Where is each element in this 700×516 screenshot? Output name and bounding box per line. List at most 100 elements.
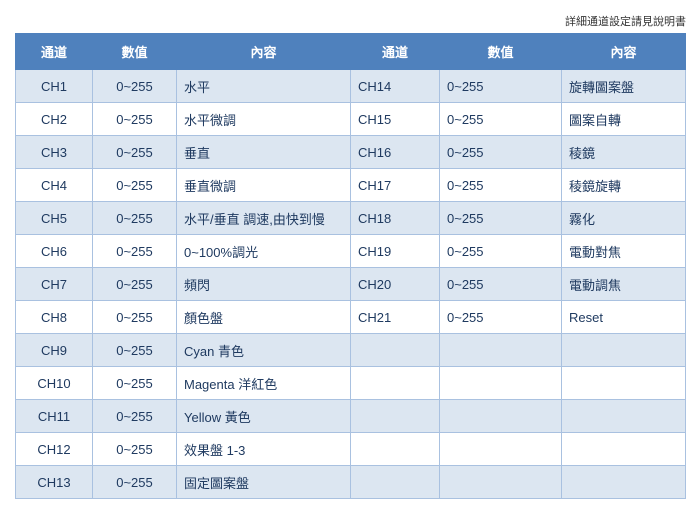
cell-content: 霧化 [561, 201, 686, 235]
cell-channel: CH11 [15, 399, 93, 433]
cell-content: 垂直 [176, 135, 351, 169]
cell-channel: CH8 [15, 300, 93, 334]
cell-value: 0~255 [439, 168, 562, 202]
cell-channel: CH1 [15, 69, 93, 103]
cell-value: 0~255 [92, 267, 177, 301]
header-content: 內容 [176, 33, 351, 70]
cell-content: 水平 [176, 69, 351, 103]
cell-channel: CH14 [350, 69, 440, 103]
cell-channel: CH19 [350, 234, 440, 268]
cell-channel [350, 465, 440, 499]
table-row: CH3 0~255 垂直 CH16 0~255 稜鏡 [15, 135, 686, 169]
header-row: 通道 數值 內容 通道 數值 內容 [15, 33, 686, 70]
cell-value: 0~255 [439, 234, 562, 268]
cell-content: Cyan 青色 [176, 333, 351, 367]
cell-value [439, 333, 562, 367]
table-row: CH9 0~255 Cyan 青色 [15, 333, 686, 367]
cell-content: 電動調焦 [561, 267, 686, 301]
table-row: CH6 0~255 0~100%調光 CH19 0~255 電動對焦 [15, 234, 686, 268]
cell-channel: CH4 [15, 168, 93, 202]
cell-channel: CH9 [15, 333, 93, 367]
cell-channel: CH10 [15, 366, 93, 400]
channel-table: 通道 數值 內容 通道 數值 內容 CH1 0~255 水平 CH14 0~255 旋轉圖案盤 CH2… [15, 33, 686, 499]
cell-content: 頻閃 [176, 267, 351, 301]
cell-value: 0~255 [92, 333, 177, 367]
cell-channel: CH5 [15, 201, 93, 235]
table-row: CH11 0~255 Yellow 黃色 [15, 399, 686, 433]
cell-content: Magenta 洋紅色 [176, 366, 351, 400]
cell-content [561, 465, 686, 499]
cell-value: 0~255 [92, 234, 177, 268]
cell-value: 0~255 [439, 69, 562, 103]
table-row: CH10 0~255 Magenta 洋紅色 [15, 366, 686, 400]
cell-content: Reset [561, 300, 686, 334]
cell-channel: CH21 [350, 300, 440, 334]
cell-channel [350, 333, 440, 367]
cell-value: 0~255 [92, 432, 177, 466]
cell-content: 電動對焦 [561, 234, 686, 268]
header-value: 數值 [439, 33, 562, 70]
header-channel: 通道 [350, 33, 440, 70]
cell-value: 0~255 [439, 300, 562, 334]
cell-channel: CH7 [15, 267, 93, 301]
cell-content: 效果盤 1-3 [176, 432, 351, 466]
cell-value [439, 432, 562, 466]
cell-content [561, 333, 686, 367]
table-row: CH5 0~255 水平/垂直 調速,由快到慢 CH18 0~255 霧化 [15, 201, 686, 235]
cell-content: 稜鏡 [561, 135, 686, 169]
cell-channel [350, 366, 440, 400]
table-row: CH8 0~255 顏色盤 CH21 0~255 Reset [15, 300, 686, 334]
cell-channel: CH12 [15, 432, 93, 466]
cell-value: 0~255 [92, 300, 177, 334]
cell-value: 0~255 [92, 201, 177, 235]
cell-content: 固定圖案盤 [176, 465, 351, 499]
cell-channel: CH17 [350, 168, 440, 202]
cell-channel: CH6 [15, 234, 93, 268]
cell-value: 0~255 [439, 135, 562, 169]
cell-value: 0~255 [439, 267, 562, 301]
cell-channel: CH3 [15, 135, 93, 169]
table-row: CH13 0~255 固定圖案盤 [15, 465, 686, 499]
cell-channel: CH13 [15, 465, 93, 499]
cell-value: 0~255 [439, 201, 562, 235]
table-row: CH7 0~255 頻閃 CH20 0~255 電動調焦 [15, 267, 686, 301]
cell-value: 0~255 [92, 168, 177, 202]
cell-content: 垂直微調 [176, 168, 351, 202]
cell-content [561, 432, 686, 466]
cell-channel: CH20 [350, 267, 440, 301]
cell-value: 0~255 [92, 366, 177, 400]
cell-content: 0~100%調光 [176, 234, 351, 268]
header-content: 內容 [561, 33, 686, 70]
cell-value [439, 366, 562, 400]
cell-content: 圖案自轉 [561, 102, 686, 136]
cell-channel: CH15 [350, 102, 440, 136]
cell-content: 顏色盤 [176, 300, 351, 334]
cell-content [561, 399, 686, 433]
table-row: CH2 0~255 水平微調 CH15 0~255 圖案自轉 [15, 102, 686, 136]
cell-value: 0~255 [92, 102, 177, 136]
cell-content: 稜鏡旋轉 [561, 168, 686, 202]
cell-channel: CH18 [350, 201, 440, 235]
table-row: CH4 0~255 垂直微調 CH17 0~255 稜鏡旋轉 [15, 168, 686, 202]
cell-content [561, 366, 686, 400]
cell-value: 0~255 [92, 69, 177, 103]
cell-value [439, 399, 562, 433]
cell-channel: CH16 [350, 135, 440, 169]
header-channel: 通道 [15, 33, 93, 70]
table-row: CH12 0~255 效果盤 1-3 [15, 432, 686, 466]
cell-value [439, 465, 562, 499]
header-value: 數值 [92, 33, 177, 70]
cell-channel: CH2 [15, 102, 93, 136]
cell-content: 水平微調 [176, 102, 351, 136]
cell-content: Yellow 黃色 [176, 399, 351, 433]
cell-channel [350, 399, 440, 433]
cell-content: 旋轉圖案盤 [561, 69, 686, 103]
cell-value: 0~255 [92, 135, 177, 169]
manual-note: 詳細通道設定請見說明書 [565, 16, 686, 28]
table-row: CH1 0~255 水平 CH14 0~255 旋轉圖案盤 [15, 69, 686, 103]
cell-value: 0~255 [92, 465, 177, 499]
cell-value: 0~255 [439, 102, 562, 136]
cell-value: 0~255 [92, 399, 177, 433]
cell-content: 水平/垂直 調速,由快到慢 [176, 201, 351, 235]
cell-channel [350, 432, 440, 466]
